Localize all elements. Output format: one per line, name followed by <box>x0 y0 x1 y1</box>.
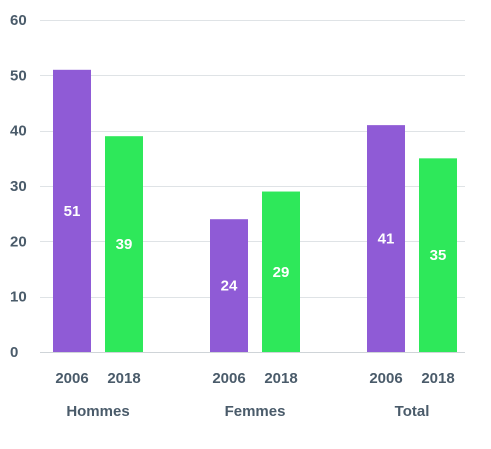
x-tick-label: 2006 <box>212 370 245 387</box>
y-tick-label: 50 <box>10 67 27 84</box>
y-tick-label: 30 <box>10 178 27 195</box>
group-label: Femmes <box>225 403 286 420</box>
data-label: 24 <box>221 278 238 295</box>
data-label: 51 <box>64 203 81 220</box>
group-label: Hommes <box>66 403 129 420</box>
group-label: Total <box>395 403 430 420</box>
data-label: 39 <box>116 236 133 253</box>
y-axis-tick-labels: 0 10 20 30 40 50 60 <box>10 12 27 361</box>
y-tick-label: 20 <box>10 233 27 250</box>
data-label: 29 <box>273 264 290 281</box>
y-tick-label: 60 <box>10 12 27 29</box>
x-tick-label: 2006 <box>55 370 88 387</box>
y-tick-label: 0 <box>10 344 18 361</box>
x-tick-label: 2018 <box>421 370 454 387</box>
data-label: 41 <box>378 231 395 248</box>
x-axis-labels: 2006 2018 Hommes 2006 2018 Femmes 2006 2018 Tota… <box>55 370 454 420</box>
x-tick-label: 2018 <box>264 370 297 387</box>
bars <box>53 70 457 352</box>
y-tick-label: 40 <box>10 123 27 140</box>
x-tick-label: 2018 <box>107 370 140 387</box>
x-tick-label: 2006 <box>369 370 402 387</box>
data-label: 35 <box>430 247 447 264</box>
y-tick-label: 10 <box>10 289 27 306</box>
